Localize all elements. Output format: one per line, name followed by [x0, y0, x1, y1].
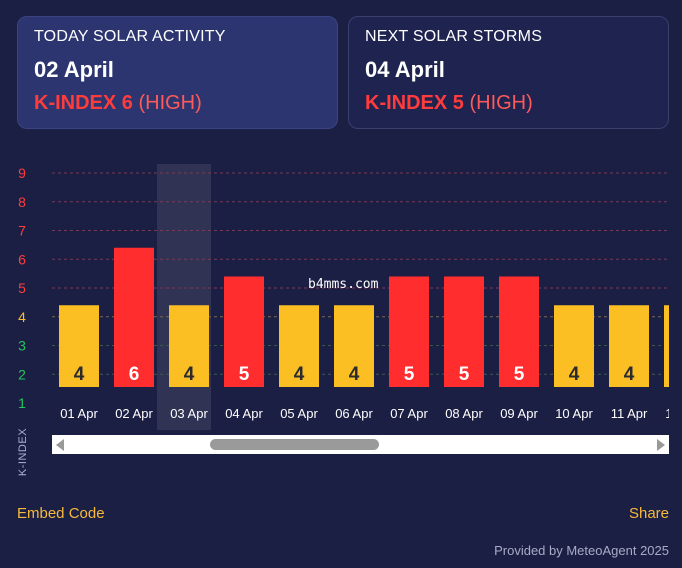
bar[interactable]: [224, 276, 264, 388]
bar[interactable]: [389, 276, 429, 388]
x-tick-label: 03 Apr: [170, 406, 208, 421]
next-k-index: K-INDEX 5 (HIGH): [365, 92, 652, 115]
today-date: 02 April: [34, 57, 114, 82]
bar[interactable]: [114, 247, 154, 387]
bar-value-label: 5: [239, 364, 250, 385]
scroll-right-arrow-icon[interactable]: [657, 439, 665, 451]
y-tick-label: 5: [18, 280, 26, 296]
bar-value-label: 4: [294, 364, 305, 385]
share-link[interactable]: Share: [628, 505, 669, 522]
chart-scrollbar[interactable]: [52, 435, 669, 454]
bar-value-label: 5: [404, 364, 415, 385]
provider-credit: Provided by MeteoAgent 2025: [494, 543, 669, 558]
today-k-index-level: (HIGH): [138, 92, 202, 114]
y-axis-title: K-INDEX: [17, 427, 29, 477]
bar-value-label: 4: [349, 364, 360, 385]
y-tick-label: 7: [18, 223, 26, 239]
bar[interactable]: [444, 276, 484, 388]
highlight-band: [157, 164, 211, 430]
today-k-index: K-INDEX 6 (HIGH): [34, 92, 321, 115]
bar[interactable]: [334, 305, 374, 387]
scroll-left-arrow-icon[interactable]: [56, 439, 64, 451]
bar[interactable]: [279, 305, 319, 387]
bar-value-label: 4: [184, 364, 195, 385]
y-tick-label: 9: [18, 165, 26, 181]
next-storm-card: NEXT SOLAR STORMS 04 April K-INDEX 5 (HI…: [348, 16, 669, 129]
embed-code-link[interactable]: Embed Code: [17, 505, 105, 522]
x-tick-label: 06 Apr: [335, 406, 373, 421]
x-tick-label: 02 Apr: [115, 406, 153, 421]
x-tick-label: 10 Apr: [555, 406, 593, 421]
today-activity-card: TODAY SOLAR ACTIVITY 02 April K-INDEX 6 …: [17, 16, 338, 129]
bar[interactable]: [499, 276, 539, 388]
next-date: 04 April: [365, 57, 445, 82]
bar-value-label: 5: [514, 364, 525, 385]
x-tick-label: 12 Apr: [665, 406, 682, 421]
x-tick-label: 07 Apr: [390, 406, 428, 421]
y-tick-label: 4: [18, 309, 26, 325]
x-tick-label: 04 Apr: [225, 406, 263, 421]
x-tick-label: 01 Apr: [60, 406, 98, 421]
bar[interactable]: [664, 305, 669, 387]
watermark-text: b4mms.com: [308, 277, 379, 292]
bar[interactable]: [554, 305, 594, 387]
bar[interactable]: [609, 305, 649, 387]
bar-value-label: 5: [459, 364, 470, 385]
x-tick-label: 08 Apr: [445, 406, 483, 421]
next-heading: NEXT SOLAR STORMS: [365, 28, 543, 45]
today-k-index-value: K-INDEX 6: [34, 92, 133, 114]
bar-value-label: 4: [624, 364, 635, 385]
bar-value-label: 6: [129, 364, 140, 385]
x-tick-label: 11 Apr: [611, 406, 648, 421]
scrollbar-thumb[interactable]: [210, 439, 379, 450]
today-heading: TODAY SOLAR ACTIVITY: [34, 28, 226, 45]
y-tick-label: 6: [18, 251, 26, 267]
bar-value-label: 4: [569, 364, 580, 385]
k-index-bar-chart: 1 2 3 4 5 6 7 8 9 4 01 Apr 6 02 Apr 4 03 Apr 5 04 Apr 4 05…: [18, 164, 682, 430]
x-tick-label: 09 Apr: [500, 406, 538, 421]
y-tick-label: 2: [18, 366, 26, 382]
x-tick-label: 05 Apr: [280, 406, 318, 421]
y-tick-label: 3: [18, 338, 26, 354]
y-tick-label: 8: [18, 194, 26, 210]
bar-value-label: 4: [74, 364, 85, 385]
bar[interactable]: [169, 305, 209, 387]
next-k-index-level: (HIGH): [469, 92, 533, 114]
y-tick-label: 1: [18, 395, 26, 411]
next-k-index-value: K-INDEX 5: [365, 92, 464, 114]
bar[interactable]: [59, 305, 99, 387]
